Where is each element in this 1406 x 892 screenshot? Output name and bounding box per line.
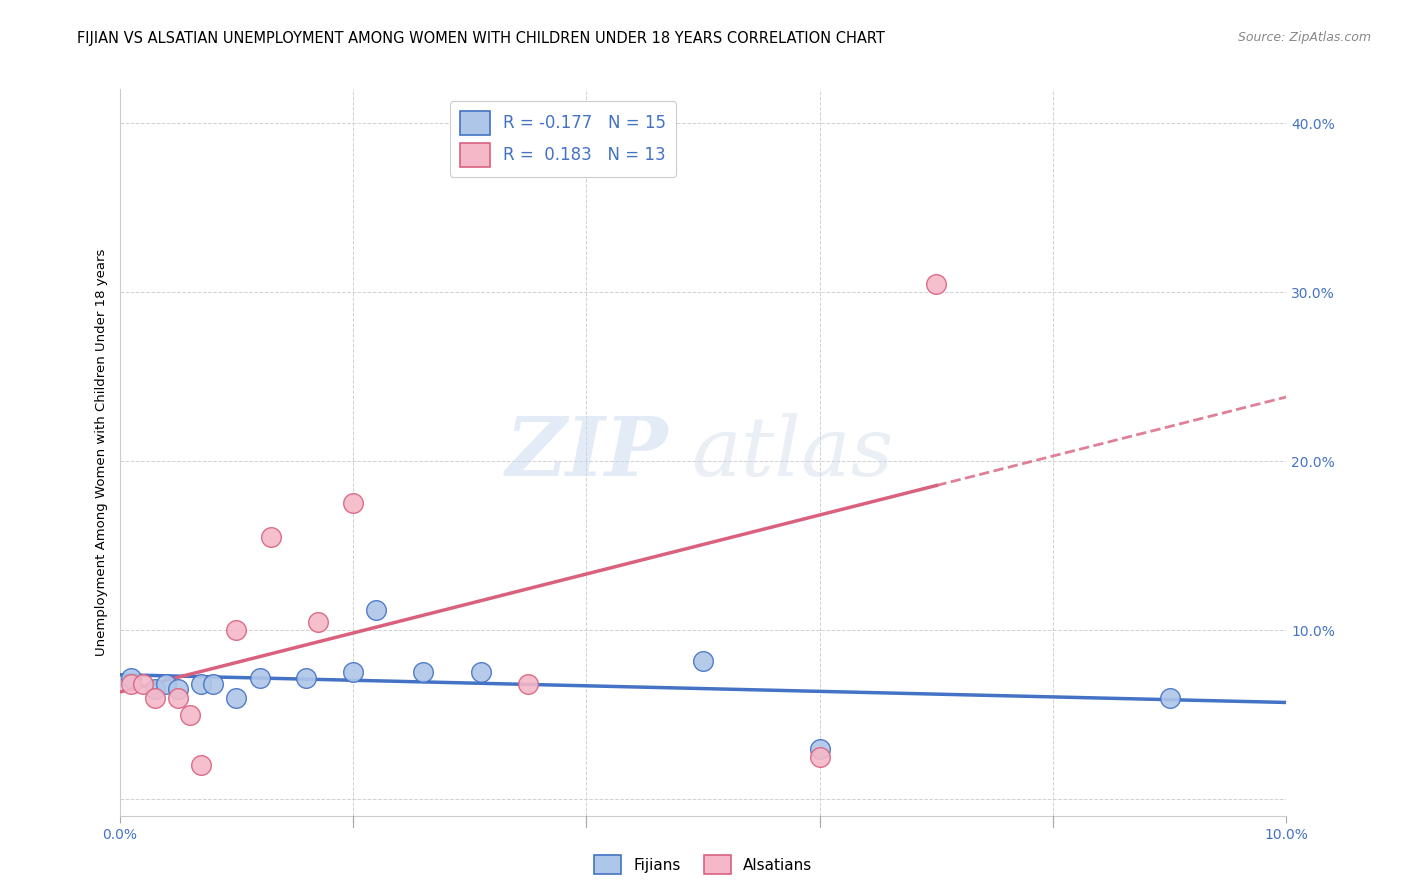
Point [201, 677, 224, 691]
Text: atlas: atlas [692, 413, 894, 492]
Legend: Fijians, Alsatians: Fijians, Alsatians [588, 849, 818, 880]
Point [342, 496, 364, 510]
Point [260, 530, 283, 544]
Point [179, 707, 201, 722]
Point [120, 671, 142, 685]
Point [295, 671, 318, 685]
Point [120, 677, 142, 691]
Point [692, 654, 714, 668]
Legend: R = -0.177   N = 15, R =  0.183   N = 13: R = -0.177 N = 15, R = 0.183 N = 13 [450, 101, 676, 177]
Point [190, 758, 212, 772]
Point [366, 603, 388, 617]
Text: FIJIAN VS ALSATIAN UNEMPLOYMENT AMONG WOMEN WITH CHILDREN UNDER 18 YEARS CORRELA: FIJIAN VS ALSATIAN UNEMPLOYMENT AMONG WO… [77, 31, 886, 46]
Point [143, 682, 166, 697]
Point [166, 682, 188, 697]
Point [249, 671, 271, 685]
Point [307, 615, 329, 629]
Text: Source: ZipAtlas.com: Source: ZipAtlas.com [1237, 31, 1371, 45]
Point [808, 750, 831, 764]
Point [808, 741, 831, 756]
Y-axis label: Unemployment Among Women with Children Under 18 years: Unemployment Among Women with Children U… [96, 249, 108, 657]
Point [143, 690, 166, 705]
Point [517, 677, 540, 691]
Point [225, 624, 247, 638]
Point [166, 690, 188, 705]
Point [132, 677, 155, 691]
Point [155, 677, 177, 691]
Point [925, 277, 948, 291]
Text: ZIP: ZIP [505, 413, 668, 492]
Point [190, 677, 212, 691]
Point [412, 665, 434, 680]
Point [470, 665, 492, 680]
Point [1159, 690, 1181, 705]
Point [225, 690, 247, 705]
Point [342, 665, 364, 680]
